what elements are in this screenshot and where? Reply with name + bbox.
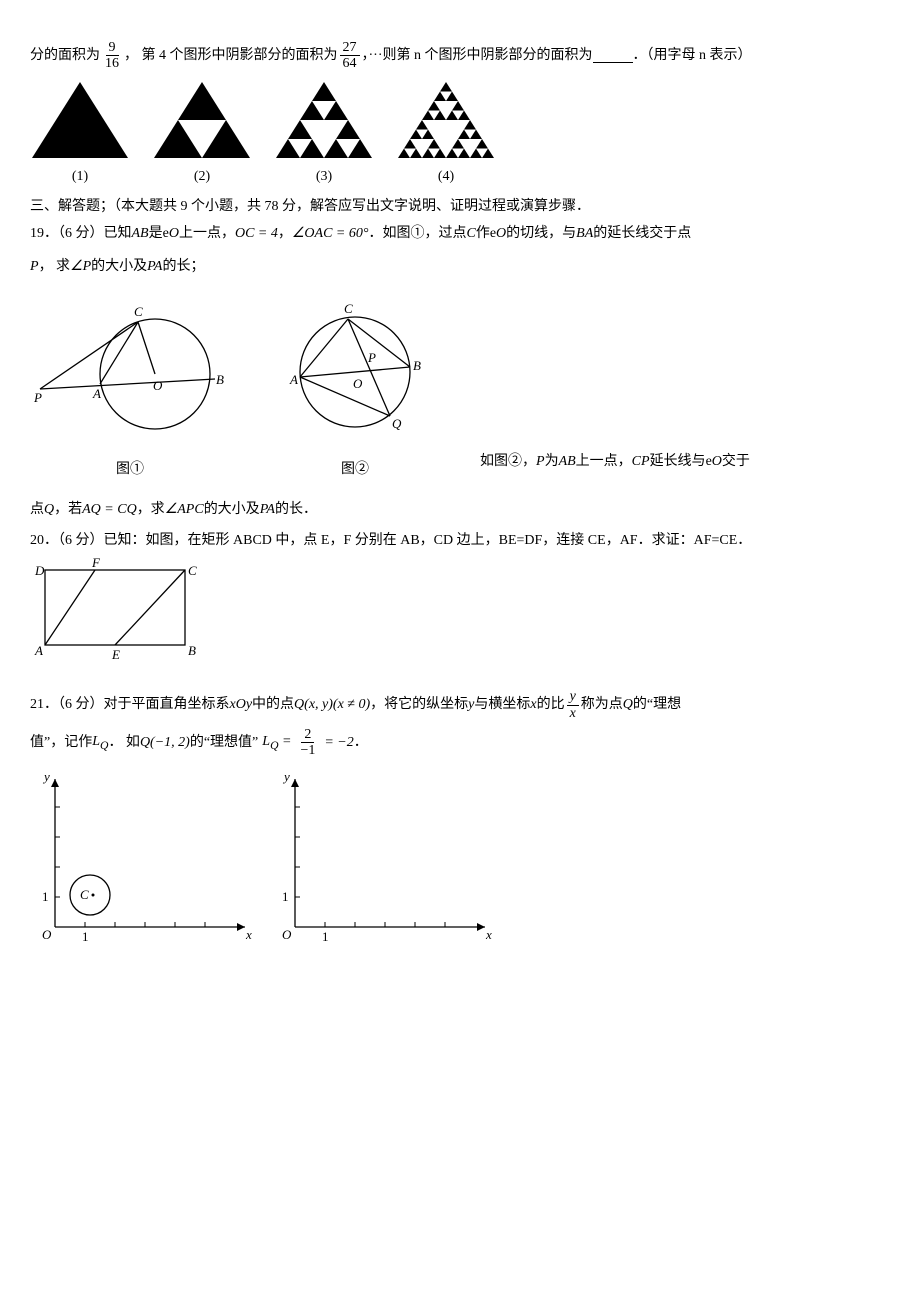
q19-figures: C P A O B 图① C A B O P Q 图② 如图②， P 为 AB … — [30, 294, 890, 483]
sierpinski-2: (2) — [152, 80, 252, 191]
axes-2: 1 1 O x y — [270, 767, 500, 947]
label-A: A — [34, 643, 43, 658]
svg-text:y: y — [42, 769, 50, 784]
axes-1: C 1 1 O x y — [30, 767, 260, 947]
q20-figure: D F C A E B — [30, 555, 890, 676]
q19-after-figs: 如图②， P 为 AB 上一点， CP 延长线与 eO 交于 — [480, 449, 750, 484]
svg-text:A: A — [289, 372, 298, 387]
seg: ，···则第 n 个图形中阴影部分的面积为 — [362, 43, 593, 70]
circle-o-symbol: eO — [706, 449, 722, 476]
LQ-symbol: LQ — [92, 729, 108, 757]
section-3-heading: 三、解答题；（本大题共 9 个小题，共 78 分，解答应写出文字说明、证明过程或… — [30, 194, 890, 221]
svg-text:C: C — [344, 301, 353, 316]
svg-text:O: O — [153, 378, 163, 393]
label-C: C — [188, 563, 197, 578]
frac-2-m1: 2 −1 — [297, 727, 318, 759]
q20-text: 20．（6 分）已知：如图，在矩形 ABCD 中，点 E，F 分别在 AB，CD… — [30, 528, 890, 555]
svg-text:B: B — [413, 358, 421, 373]
q19-fig2: C A B O P Q 图② — [270, 294, 440, 483]
label-E: E — [111, 647, 120, 662]
q21-line2: 值”，记作 LQ ． 如 Q(−1, 2) 的“理想值” LQ = 2 −1 =… — [30, 727, 890, 759]
label-D: D — [34, 563, 45, 578]
label-F: F — [91, 555, 101, 570]
frac-27-64: 27 64 — [340, 40, 360, 72]
svg-text:B: B — [216, 372, 224, 387]
q21-axes-row: C 1 1 O x y 1 1 O x y — [30, 767, 890, 947]
svg-text:Q: Q — [392, 416, 402, 431]
q19-line3: 点 Q ，若 AQ = CQ ，求 ∠APC 的大小及 PA 的长． — [30, 497, 890, 524]
circle-o-symbol: eO — [163, 221, 179, 248]
frac-9-16: 9 16 — [102, 40, 122, 72]
svg-text:1: 1 — [82, 929, 89, 944]
svg-text:O: O — [42, 927, 52, 942]
svg-text:C: C — [134, 304, 143, 319]
q19-fig1: C P A O B 图① — [30, 294, 230, 483]
svg-text:1: 1 — [42, 889, 49, 904]
svg-text:1: 1 — [282, 889, 289, 904]
sierpinski-row: (1) (2) (3) — [30, 80, 890, 191]
svg-text:x: x — [245, 927, 252, 942]
sierpinski-4: (4) — [396, 80, 496, 191]
svg-text:y: y — [282, 769, 290, 784]
frac-y-x: y x — [567, 689, 579, 721]
answer-blank — [593, 48, 633, 63]
intro-fragment: 分的面积为 9 16 ， 第 4 个图形中阴影部分的面积为 27 64 ，···… — [30, 40, 890, 72]
seg: ， 第 4 个图形中阴影部分的面积为 — [124, 43, 338, 70]
svg-text:O: O — [353, 376, 363, 391]
seg: 分的面积为 — [30, 43, 100, 70]
svg-text:1: 1 — [322, 929, 329, 944]
svg-text:x: x — [485, 927, 492, 942]
svg-text:P: P — [33, 390, 42, 405]
q21-line1: 21．（6 分）对于平面直角坐标系 xOy 中的点 Q(x, y)(x ≠ 0)… — [30, 689, 890, 721]
sierpinski-1: (1) — [30, 80, 130, 191]
svg-text:P: P — [367, 350, 376, 365]
q19-line1: 19．（6 分）已知 AB 是 eO 上一点， OC = 4 ， ∠OAC = … — [30, 221, 890, 248]
circle-o-symbol: eO — [490, 221, 506, 248]
svg-text:C: C — [80, 887, 89, 902]
seg: ．（用字母 n 表示） — [633, 43, 752, 70]
sierpinski-3: (3) — [274, 80, 374, 191]
LQ-eq: LQ = — [262, 729, 291, 757]
svg-text:A: A — [92, 386, 101, 401]
svg-text:O: O — [282, 927, 292, 942]
label-B: B — [188, 643, 196, 658]
q19-line2: P ， 求 ∠P 的大小及 PA 的长； — [30, 254, 890, 281]
